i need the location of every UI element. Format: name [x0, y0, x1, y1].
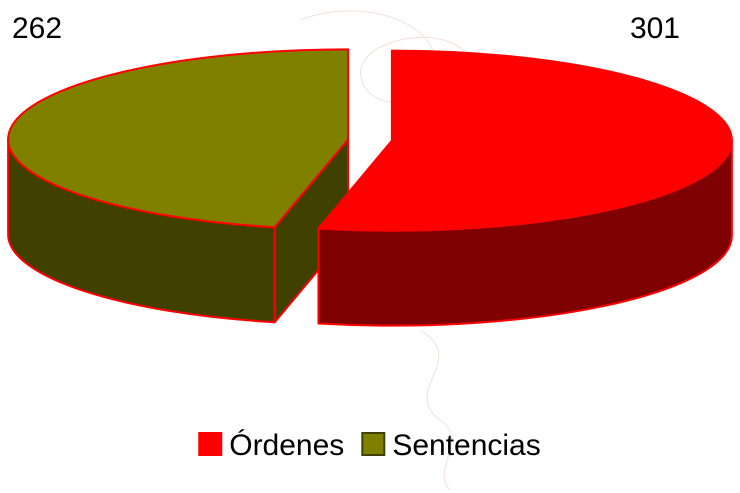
data-label: 262: [12, 12, 62, 45]
slice: [7, 48, 350, 229]
legend-label: Sentencias: [392, 429, 540, 462]
legend: Órdenes Sentencias: [198, 429, 541, 462]
legend-swatch: [361, 432, 386, 456]
pie: 262 301: [7, 12, 733, 327]
slice: [317, 49, 733, 232]
legend-label: Órdenes: [229, 429, 344, 462]
data-label: 301: [630, 12, 680, 45]
legend-swatch: [198, 432, 223, 456]
